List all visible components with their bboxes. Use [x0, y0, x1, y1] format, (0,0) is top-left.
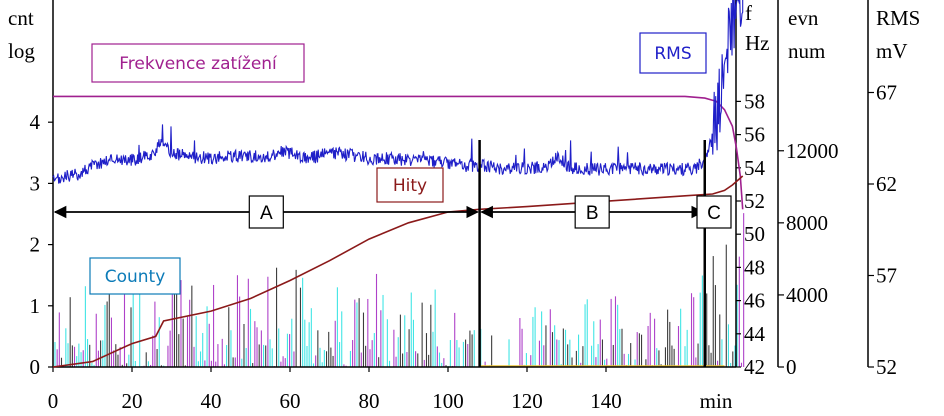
x-tick-label: 40 — [201, 389, 222, 413]
axes: 0 20 40 60 80 100 120 140 min 0 1 2 3 4 cnt log 42 44 46 48… — [8, 0, 920, 413]
x-tick-label: 60 — [280, 389, 301, 413]
x-tick-label: 80 — [359, 389, 380, 413]
y-tick-label-rms: 57 — [876, 264, 897, 288]
legend-frekvence: Frekvence zatížení — [119, 54, 278, 74]
y-axis-title-cnt-2: log — [8, 39, 35, 63]
y-tick-label-cnt: 1 — [30, 294, 41, 318]
x-tick-label: 0 — [48, 389, 59, 413]
y-axis-title-freq-2: Hz — [745, 31, 770, 55]
y-axis-title-rms-1: RMS — [876, 6, 920, 30]
y-tick-label-evn: 12000 — [786, 139, 839, 163]
y-tick-label-freq: 50 — [744, 222, 765, 246]
y-tick-label-rms: 52 — [876, 355, 897, 379]
series-lines — [52, 0, 744, 368]
y-tick-label-freq: 48 — [744, 255, 765, 279]
segment-label: C — [707, 203, 721, 224]
segment-label: A — [260, 203, 273, 224]
y-axis-title-cnt-1: cnt — [8, 6, 34, 30]
series-labels: Frekvence zatížení RMS Hity County — [89, 32, 707, 295]
legend-hity-box — [376, 167, 444, 203]
y-tick-label-rms: 67 — [876, 81, 897, 105]
legend-county-box — [89, 257, 181, 295]
y-tick-label-cnt: 3 — [30, 171, 41, 195]
x-tick-label: 120 — [511, 389, 543, 413]
segment-box — [574, 195, 610, 229]
y-tick-label-freq: 54 — [744, 156, 766, 180]
y-tick-label-freq: 46 — [744, 289, 765, 313]
y-tick-label-freq: 42 — [744, 355, 765, 379]
legend-rms: RMS — [654, 44, 691, 64]
y-tick-label-freq: 56 — [744, 123, 765, 147]
series-line-rms — [52, 0, 744, 184]
y-tick-label-freq: 44 — [744, 322, 766, 346]
series-line-frekvence — [53, 95, 744, 210]
y-tick-label-cnt: 4 — [30, 110, 41, 134]
segment-box — [696, 195, 732, 229]
x-tick-label: 140 — [590, 389, 622, 413]
y-tick-label-evn: 4000 — [786, 283, 828, 307]
x-tick-label: 20 — [122, 389, 143, 413]
y-tick-label-cnt: 2 — [30, 233, 41, 257]
legend-frekvence-box — [91, 43, 305, 83]
y-tick-label-freq: 58 — [744, 89, 765, 113]
y-tick-label-evn: 8000 — [786, 211, 828, 235]
y-axis-title-freq-1: f — [745, 1, 752, 25]
y-tick-label-freq: 52 — [744, 189, 765, 213]
y-tick-label-rms: 62 — [876, 172, 897, 196]
segment-label: B — [586, 203, 599, 224]
y-tick-label-evn: 0 — [786, 355, 797, 379]
legend-rms-box — [639, 32, 707, 74]
legend-hity: Hity — [393, 176, 427, 196]
y-axis-title-evn-2: num — [788, 39, 825, 63]
x-tick-label: 100 — [432, 389, 464, 413]
segment-box — [248, 195, 284, 229]
y-axis-title-rms-2: mV — [876, 39, 908, 63]
segments: A B C — [53, 140, 732, 367]
county-bars — [54, 213, 745, 367]
series-line-hity — [52, 175, 744, 368]
legend-county: County — [105, 267, 166, 287]
y-tick-label-cnt: 0 — [30, 355, 41, 379]
y-axis-title-evn-1: evn — [788, 6, 819, 30]
x-axis-title: min — [700, 389, 733, 413]
